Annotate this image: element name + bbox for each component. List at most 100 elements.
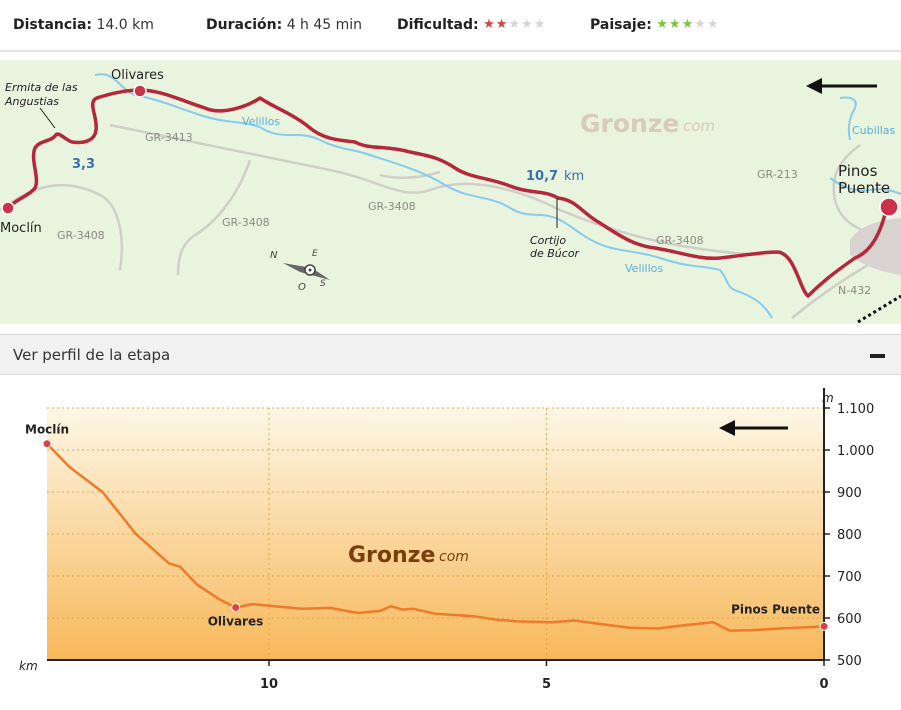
dotted-path [857,294,901,324]
distance-value: 14.0 km [96,17,154,33]
distance-stat: Distancia: 14.0 km [13,17,154,33]
duration-label: Duración: [206,17,283,33]
label-gr3408-c: GR-3408 [368,200,416,213]
duration-stat: Duración: 4 h 45 min [206,17,362,33]
plot-background [47,408,824,660]
elevation-chart: 500 600 700 800 900 1.000 1.100 10 5 0 Moclín Oliv… [19,388,874,692]
direction-arrow-icon [719,420,788,436]
stats-bar: Distancia: 14.0 km Duración: 4 h 45 min … [0,0,901,52]
x-tick-label: 0 [819,677,828,692]
star-filled-icon: ★ [483,17,496,32]
elevation-point-label: Olivares [208,615,264,629]
pin-pinos-puente [879,197,899,217]
label-velillos-2: Velillos [625,262,663,275]
difficulty-label: Dificultad: [397,17,479,33]
star-empty-icon: ★ [706,17,720,32]
elevation-profile: 500 600 700 800 900 1.000 1.100 10 5 0 Moclín Oliv… [0,376,901,710]
scenery-label: Paisaje: [590,17,652,33]
label-cortijo-1: Cortijo [530,234,566,247]
road-gr213 [832,144,881,237]
direction-arrow-icon [806,78,877,94]
profile-toggle-label[interactable]: Ver perfil de la etapa [13,346,171,364]
star-filled-icon: ★ [681,17,695,32]
compass-n: N [270,250,278,261]
star-empty-icon: ★ [521,17,534,32]
rivers [94,73,901,319]
chart-watermark: Gronze [348,543,435,568]
x-tick-label: 5 [542,677,551,692]
label-velillos-1: Velillos [242,115,280,128]
waypoint-10-7: 10,7 [526,169,558,184]
road-gr3413 [109,123,761,257]
label-ermita-2: Angustias [4,95,59,108]
scenery-stat: Paisaje: ★★★★★ [590,17,720,33]
river-velillos [94,73,773,319]
compass-icon: N O E S [270,249,330,293]
compass-e: E [312,249,318,259]
label-olivares: Olivares [111,68,164,83]
elevation-point [231,603,241,612]
difficulty-rating: ★★★★★ [483,17,546,32]
elevation-point [819,621,829,631]
grid [47,407,824,660]
label-cortijo-2: de Búcor [530,247,581,260]
pinos-puente-area [850,218,901,275]
label-gr3408-a: GR-3408 [57,229,105,242]
river-cubillas [839,96,857,141]
label-gr3408-d: GR-3408 [656,234,704,247]
y-tick-label: 900 [837,486,862,501]
y-tick-label: 700 [837,570,862,585]
route-map-svg: N O E S Gronze com Moclín Olivares Pinos… [0,68,901,324]
waypoint-3-3: 3,3 [72,157,95,172]
label-ermita-1: Ermita de las [5,81,78,94]
label-puente: Puente [838,179,890,197]
map-watermark-suffix: com [683,117,715,135]
series: Moclín Olivares Pinos Puente [25,423,829,632]
difficulty-stat: Dificultad: ★★★★★ [397,17,546,33]
star-empty-icon: ★ [694,17,707,32]
y-tick-label: 500 [837,654,862,669]
label-gr213: GR-213 [757,168,798,181]
x-axis-unit: km [19,659,38,673]
minus-icon[interactable] [870,354,885,358]
label-cubillas: Cubillas [852,124,896,137]
star-filled-icon: ★ [495,17,509,32]
roads [0,123,881,319]
profile-toggle-bar[interactable]: Ver perfil de la etapa [0,334,901,375]
distance-label: Distancia: [13,17,93,33]
route-line [6,88,888,298]
label-gr3408-b: GR-3408 [222,216,270,229]
route-map[interactable]: N O E S Gronze com Moclín Olivares Pinos… [0,60,901,324]
elevation-point [42,439,52,449]
road-gr3408-mid [176,159,252,276]
waypoint-10-7-unit: km [564,169,584,184]
chart-watermark-suffix: com [439,549,469,565]
pin-moclin [1,201,15,215]
y-tick-label: 600 [837,612,862,627]
river-cubillas-lower [829,177,901,195]
y-tick-label: 800 [837,528,862,543]
map-watermark: Gronze [580,109,679,138]
star-filled-icon: ★ [656,17,669,32]
pin-olivares [133,84,147,98]
elevation-point-label: Pinos Puente [731,602,820,616]
label-moclin: Moclín [0,221,42,236]
x-tick-label: 10 [260,677,278,692]
y-axis-unit: m [822,391,834,405]
label-n432: N-432 [838,284,871,297]
y-tick-label: 1.100 [837,402,874,417]
star-filled-icon: ★ [668,17,682,32]
elevation-line [46,442,825,632]
y-tick-label: 1.000 [837,444,874,459]
axes: 500 600 700 800 900 1.000 1.100 10 5 0 [47,388,874,692]
compass-o: O [298,282,306,293]
duration-value: 4 h 45 min [286,17,363,33]
scenery-rating: ★★★★★ [656,17,719,32]
elevation-point-label: Moclín [25,423,69,437]
star-empty-icon: ★ [533,17,547,32]
road-gr3408-south [379,170,441,180]
star-empty-icon: ★ [508,17,522,32]
label-pinos: Pinos [838,162,878,180]
ermita-callout [39,107,56,129]
label-gr3413: GR-3413 [145,131,193,144]
